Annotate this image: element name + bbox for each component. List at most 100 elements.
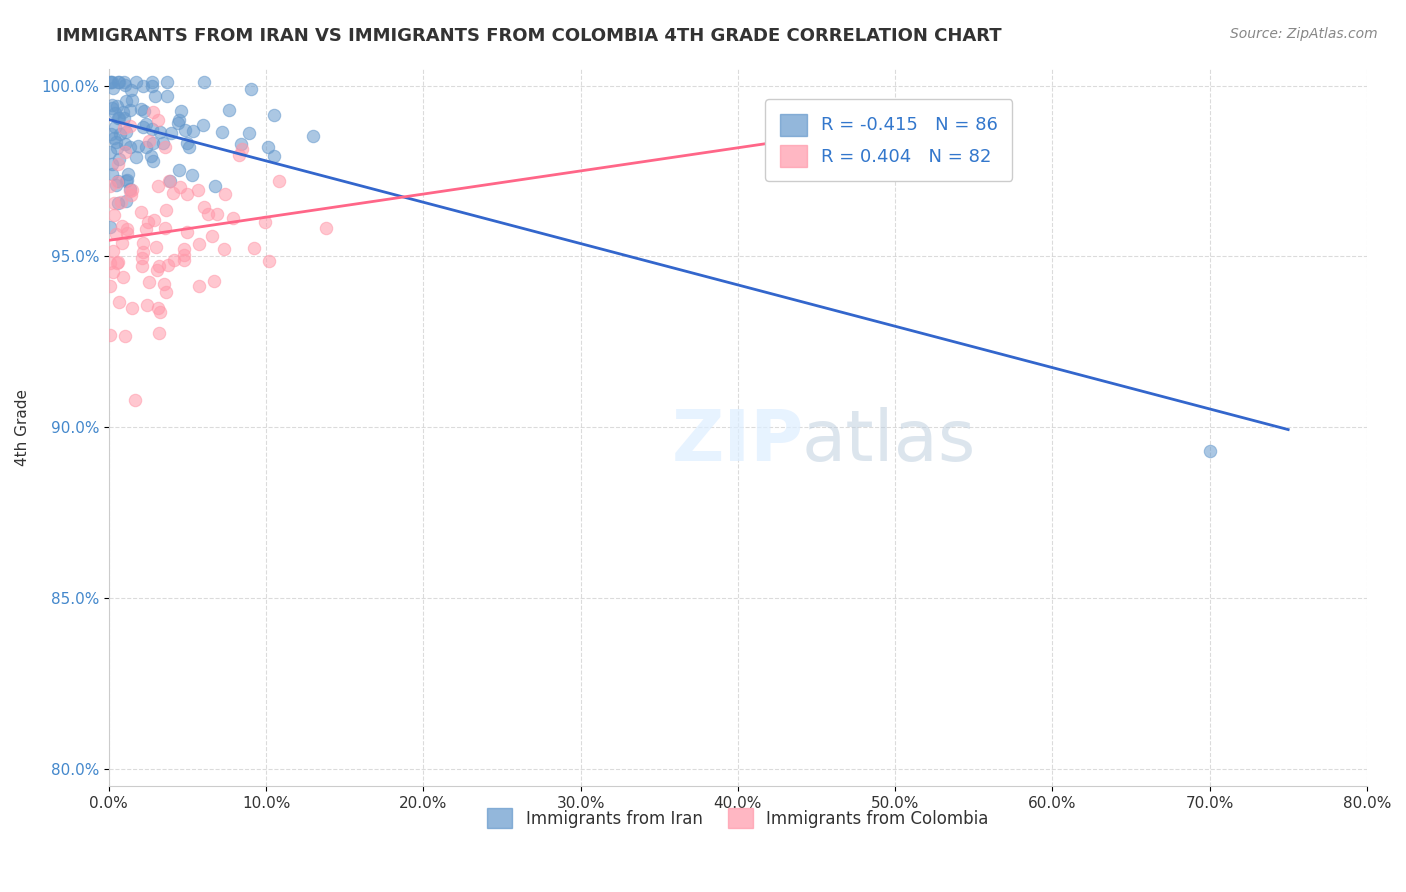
Point <box>117 167 139 181</box>
Point <box>100 256 122 270</box>
Point <box>105 255 128 269</box>
Point <box>148 260 170 274</box>
Point <box>149 125 172 139</box>
Text: IMMIGRANTS FROM IRAN VS IMMIGRANTS FROM COLOMBIA 4TH GRADE CORRELATION CHART: IMMIGRANTS FROM IRAN VS IMMIGRANTS FROM … <box>56 27 1002 45</box>
Point <box>188 278 211 293</box>
Point <box>135 117 157 131</box>
Point <box>114 78 136 92</box>
Point <box>115 125 138 139</box>
Point <box>204 179 226 194</box>
Point <box>156 75 179 89</box>
Point <box>176 136 198 150</box>
Point <box>228 147 250 161</box>
Point <box>176 187 198 202</box>
Point <box>107 174 129 188</box>
Point <box>103 81 125 95</box>
Point <box>120 185 142 199</box>
Point <box>141 121 163 136</box>
Point <box>117 173 139 187</box>
Point <box>100 327 122 342</box>
Point <box>101 75 124 89</box>
Point <box>129 205 152 219</box>
Point <box>107 111 129 125</box>
Point <box>138 275 160 289</box>
Point <box>167 115 190 129</box>
Point <box>125 150 148 164</box>
Y-axis label: 4th Grade: 4th Grade <box>15 389 30 466</box>
Point <box>187 183 209 197</box>
Point <box>152 136 174 151</box>
Point <box>143 88 166 103</box>
Point <box>108 75 131 89</box>
Point <box>239 82 262 96</box>
Point <box>101 101 124 115</box>
Point <box>231 142 253 156</box>
Point <box>101 157 124 171</box>
Point <box>177 140 200 154</box>
Point <box>121 183 143 197</box>
Point <box>120 188 142 202</box>
Point <box>115 194 138 209</box>
Point <box>121 301 143 315</box>
Point <box>108 294 131 309</box>
Point <box>302 128 325 143</box>
Point <box>100 98 122 112</box>
Point <box>107 157 129 171</box>
Point <box>124 393 146 408</box>
Point <box>132 245 155 260</box>
Text: ZIP: ZIP <box>672 407 804 476</box>
Point <box>103 131 125 145</box>
Point <box>146 262 169 277</box>
Point <box>160 127 183 141</box>
Point <box>263 108 285 122</box>
Point <box>162 253 184 268</box>
Point <box>269 173 291 187</box>
Point <box>101 168 124 182</box>
Point <box>167 162 190 177</box>
Point <box>142 213 165 227</box>
Point <box>155 202 177 217</box>
Point <box>157 173 180 187</box>
Point <box>103 265 125 279</box>
Point <box>187 237 209 252</box>
Point <box>107 255 129 269</box>
Point <box>138 215 160 229</box>
Point <box>104 106 127 120</box>
Point <box>103 208 125 222</box>
Point <box>149 305 172 319</box>
Point <box>142 105 165 120</box>
Point <box>114 329 136 343</box>
Point <box>112 120 135 135</box>
Point <box>211 125 233 139</box>
Point <box>111 104 134 119</box>
Point <box>104 135 127 149</box>
Point <box>142 153 165 168</box>
Point <box>141 79 163 94</box>
Point <box>218 103 240 117</box>
Point <box>105 175 128 189</box>
Point <box>100 75 122 89</box>
Point <box>111 235 134 250</box>
Point <box>132 120 155 134</box>
Point <box>120 103 142 117</box>
Point <box>117 227 139 241</box>
Point <box>132 104 155 119</box>
Point <box>146 301 169 315</box>
Point <box>156 89 179 103</box>
Point <box>121 93 143 107</box>
Point <box>243 240 266 254</box>
Point <box>191 119 214 133</box>
Point <box>153 140 176 154</box>
Point <box>100 279 122 293</box>
Point <box>136 298 159 312</box>
Point <box>114 136 136 151</box>
Point <box>100 75 122 89</box>
Point <box>141 149 163 163</box>
Point <box>153 221 176 235</box>
Text: Source: ZipAtlas.com: Source: ZipAtlas.com <box>1230 27 1378 41</box>
Point <box>153 277 176 291</box>
Point <box>214 187 236 202</box>
Point <box>101 244 124 258</box>
Point <box>155 285 177 299</box>
Point <box>315 221 337 235</box>
